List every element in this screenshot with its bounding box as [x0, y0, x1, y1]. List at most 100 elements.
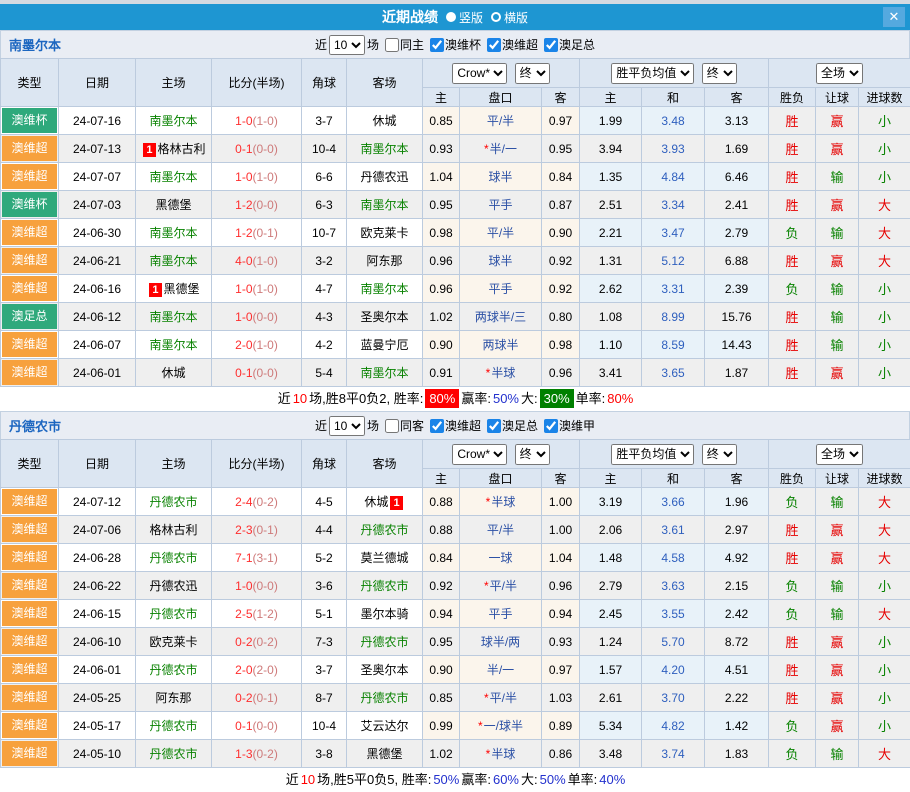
sections-container: 南墨尔本 近 10 场 同主 澳维杯澳维超澳足总 类型日期主场比分(半场)角球客…: [0, 30, 910, 792]
result-handicap: 输: [816, 219, 859, 247]
halftime-score: (0-2): [253, 495, 278, 509]
league-filter-0-1-checkbox[interactable]: [487, 38, 501, 52]
away-team-cell: 南墨尔本: [347, 275, 423, 303]
layout-radio-horizontal[interactable]: [491, 12, 501, 22]
home-team-cell: 丹德农市: [136, 544, 212, 572]
league-filter-0-0[interactable]: 澳维杯: [430, 36, 481, 53]
odds-company-select[interactable]: Crow*: [452, 63, 507, 84]
match-row: 澳维超 24-06-22 丹德农迅 1-0(0-0) 3-6 丹德农市 0.92…: [1, 572, 910, 600]
league-filter-0-1[interactable]: 澳维超: [487, 36, 538, 53]
match-date: 24-05-25: [59, 684, 136, 712]
avg-select[interactable]: 胜平负均值: [611, 63, 694, 84]
col-header: 客场: [347, 59, 423, 107]
home-team-cell: 南墨尔本: [136, 247, 212, 275]
league-filter-0-0-checkbox[interactable]: [430, 38, 444, 52]
close-icon[interactable]: ✕: [883, 7, 905, 27]
same-venue-filter[interactable]: 同客: [385, 417, 424, 434]
odds-away: 0.94: [542, 600, 580, 628]
near-label: 近: [315, 417, 327, 434]
games-count-select[interactable]: 10: [329, 416, 365, 436]
league-type-badge: 澳维超: [2, 136, 57, 161]
avg-draw-odds: 3.70: [642, 684, 705, 712]
league-filter-1-2[interactable]: 澳维甲: [544, 417, 595, 434]
away-team-cell: 休城: [347, 107, 423, 135]
result-goals: 大: [859, 544, 910, 572]
result-goals: 小: [859, 303, 910, 331]
match-date: 24-06-16: [59, 275, 136, 303]
avg-lose-odds: 4.92: [705, 544, 769, 572]
league-type-cell: 澳维超: [1, 712, 59, 740]
odds-time-select[interactable]: 终: [515, 63, 550, 84]
league-type-badge: 澳维杯: [2, 108, 57, 133]
away-team-name: 莫兰德城: [360, 551, 408, 565]
avg-select[interactable]: 胜平负均值: [611, 444, 694, 465]
halftime-score: (3-1): [253, 551, 278, 565]
corners-cell: 5-1: [302, 600, 347, 628]
halftime-score: (2-0): [253, 663, 278, 677]
avg-draw-odds: 3.63: [642, 572, 705, 600]
avg-draw-odds: 5.70: [642, 628, 705, 656]
league-filter-1-2-checkbox[interactable]: [544, 419, 558, 433]
result-handicap: 输: [816, 572, 859, 600]
league-filter-1-1-checkbox[interactable]: [487, 419, 501, 433]
col-header: 类型: [1, 59, 59, 107]
league-type-badge: 澳维超: [2, 573, 57, 598]
league-type-cell: 澳维超: [1, 544, 59, 572]
league-filter-0-2[interactable]: 澳足总: [544, 36, 595, 53]
avg-time-select[interactable]: 终: [702, 444, 737, 465]
result-goals: 小: [859, 359, 910, 387]
odds-company-select[interactable]: Crow*: [452, 444, 507, 465]
results-table: 类型日期主场比分(半场)角球客场 Crow* 终 胜平负均值 终 全场 主盘口客…: [0, 58, 910, 387]
away-team-cell: 南墨尔本: [347, 191, 423, 219]
result-goals: 大: [859, 740, 910, 768]
odds-home: 0.88: [423, 488, 460, 516]
layout-radio-horizontal-label[interactable]: 横版: [504, 9, 528, 26]
odds-home: 1.02: [423, 740, 460, 768]
league-filter-0-2-checkbox[interactable]: [544, 38, 558, 52]
odds-away: 0.80: [542, 303, 580, 331]
league-type-cell: 澳维超: [1, 488, 59, 516]
games-count-select[interactable]: 10: [329, 35, 365, 55]
league-filter-1-0[interactable]: 澳维超: [430, 417, 481, 434]
layout-radio-vertical[interactable]: [446, 12, 456, 22]
result-outcome: 胜: [769, 303, 816, 331]
league-filter-1-1[interactable]: 澳足总: [487, 417, 538, 434]
home-team-cell: 黑德堡: [136, 191, 212, 219]
scope-select[interactable]: 全场: [816, 63, 863, 84]
same-venue-filter-checkbox[interactable]: [385, 419, 399, 433]
layout-radio-vertical-label[interactable]: 竖版: [459, 9, 483, 26]
summary-part: 10: [301, 772, 315, 787]
corners-cell: 4-5: [302, 488, 347, 516]
odds-home: 0.90: [423, 331, 460, 359]
league-type-cell: 澳维超: [1, 135, 59, 163]
scope-select[interactable]: 全场: [816, 444, 863, 465]
result-outcome: 胜: [769, 684, 816, 712]
halftime-score: (1-0): [253, 338, 278, 352]
league-filter-1-0-checkbox[interactable]: [430, 419, 444, 433]
same-venue-filter[interactable]: 同主: [385, 36, 424, 53]
home-team-name: 丹德农迅: [149, 579, 197, 593]
avg-time-select[interactable]: 终: [702, 63, 737, 84]
same-venue-filter-checkbox[interactable]: [385, 38, 399, 52]
avg-draw-odds: 3.48: [642, 107, 705, 135]
away-team-cell: 圣奥尔本: [347, 303, 423, 331]
halftime-score: (0-1): [253, 691, 278, 705]
result-handicap: 赢: [816, 544, 859, 572]
result-handicap: 赢: [816, 135, 859, 163]
result-handicap: 输: [816, 331, 859, 359]
odds-time-select[interactable]: 终: [515, 444, 550, 465]
score-cell: 0-1(0-0): [212, 712, 302, 740]
score-cell: 1-0(1-0): [212, 275, 302, 303]
halftime-score: (0-0): [253, 366, 278, 380]
score-cell: 2-3(0-1): [212, 516, 302, 544]
match-row: 澳维超 24-06-16 1黑德堡 1-0(1-0) 4-7 南墨尔本 0.96…: [1, 275, 910, 303]
corners-cell: 10-4: [302, 712, 347, 740]
corners-cell: 10-7: [302, 219, 347, 247]
avg-lose-odds: 2.41: [705, 191, 769, 219]
away-team-cell: 南墨尔本: [347, 135, 423, 163]
fulltime-score: 1-0: [235, 310, 252, 324]
match-date: 24-05-17: [59, 712, 136, 740]
sub-col-header: 客: [705, 469, 769, 488]
away-team-cell: 欧克莱卡: [347, 219, 423, 247]
league-type-cell: 澳维超: [1, 275, 59, 303]
